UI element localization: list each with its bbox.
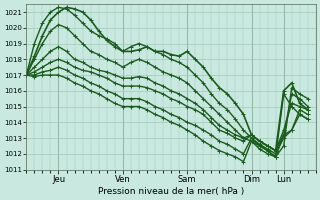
X-axis label: Pression niveau de la mer( hPa ): Pression niveau de la mer( hPa ) [98, 187, 244, 196]
